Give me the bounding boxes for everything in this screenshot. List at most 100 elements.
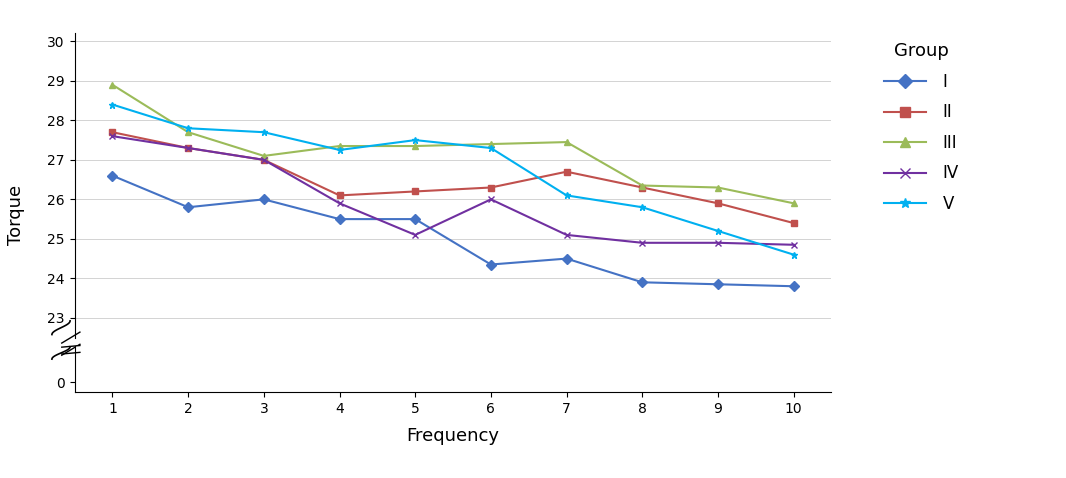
Text: Torque: Torque [7, 185, 25, 245]
Line: I: I [109, 60, 797, 100]
Line: II: II [109, 46, 797, 81]
IV [181, 145, 194, 151]
III [788, 68, 801, 74]
II [636, 185, 649, 190]
III [258, 54, 271, 60]
I [258, 196, 271, 202]
I [333, 73, 345, 79]
V [181, 46, 194, 52]
III [561, 139, 574, 145]
III [181, 130, 194, 135]
I [181, 205, 194, 210]
IV [409, 78, 422, 84]
IV [484, 67, 497, 73]
I [409, 73, 422, 79]
III [636, 63, 649, 69]
V [107, 39, 119, 44]
V [409, 137, 422, 143]
I [181, 70, 194, 76]
IV [333, 200, 345, 206]
V [409, 49, 422, 55]
I [712, 282, 725, 287]
II [636, 64, 649, 69]
I [712, 93, 725, 99]
V [788, 252, 801, 258]
II [333, 66, 345, 72]
I [107, 173, 119, 178]
II [107, 130, 119, 135]
IV [712, 240, 725, 246]
III [333, 51, 345, 57]
IV [181, 52, 194, 57]
I [258, 67, 271, 73]
III [712, 185, 725, 190]
V [258, 130, 271, 135]
IV [107, 133, 119, 139]
II [333, 193, 345, 198]
V [333, 53, 345, 58]
V [636, 70, 649, 76]
II [181, 145, 194, 151]
Line: II: II [109, 129, 797, 227]
V [636, 205, 649, 210]
IV [636, 240, 649, 246]
I [636, 280, 649, 285]
IV [107, 48, 119, 54]
Line: I: I [109, 172, 797, 290]
IV [333, 68, 345, 74]
V [181, 125, 194, 131]
III [484, 51, 497, 56]
II [409, 65, 422, 71]
II [107, 47, 119, 53]
I [788, 94, 801, 99]
II [712, 68, 725, 74]
I [484, 87, 497, 93]
IV [788, 242, 801, 248]
III [107, 33, 119, 38]
II [484, 64, 497, 69]
III [561, 50, 574, 55]
I [484, 261, 497, 267]
IV [258, 55, 271, 61]
I [409, 216, 422, 222]
Line: III: III [109, 81, 797, 207]
V [258, 47, 271, 53]
V [484, 52, 497, 57]
Line: IV: IV [109, 47, 797, 87]
II [484, 185, 497, 190]
V [788, 84, 801, 90]
Line: IV: IV [109, 133, 797, 248]
V [333, 147, 345, 153]
I [636, 93, 649, 98]
IV [636, 81, 649, 87]
III [484, 141, 497, 147]
II [561, 169, 574, 174]
I [561, 86, 574, 91]
III [636, 183, 649, 188]
IV [561, 232, 574, 238]
V [712, 228, 725, 234]
II [258, 55, 271, 61]
V [712, 77, 725, 83]
V [561, 193, 574, 198]
I [333, 216, 345, 222]
V [484, 145, 497, 151]
II [788, 220, 801, 226]
I [561, 256, 574, 261]
Line: V: V [109, 38, 797, 90]
I [107, 60, 119, 66]
Line: V: V [109, 101, 797, 258]
III [181, 47, 194, 53]
X-axis label: Frequency: Frequency [406, 427, 500, 445]
IV [712, 81, 725, 87]
V [561, 66, 574, 72]
Line: III: III [109, 32, 797, 75]
II [788, 75, 801, 80]
III [258, 153, 271, 159]
IV [409, 232, 422, 238]
V [107, 102, 119, 108]
III [712, 64, 725, 69]
II [409, 189, 422, 195]
III [788, 200, 801, 206]
II [258, 157, 271, 163]
